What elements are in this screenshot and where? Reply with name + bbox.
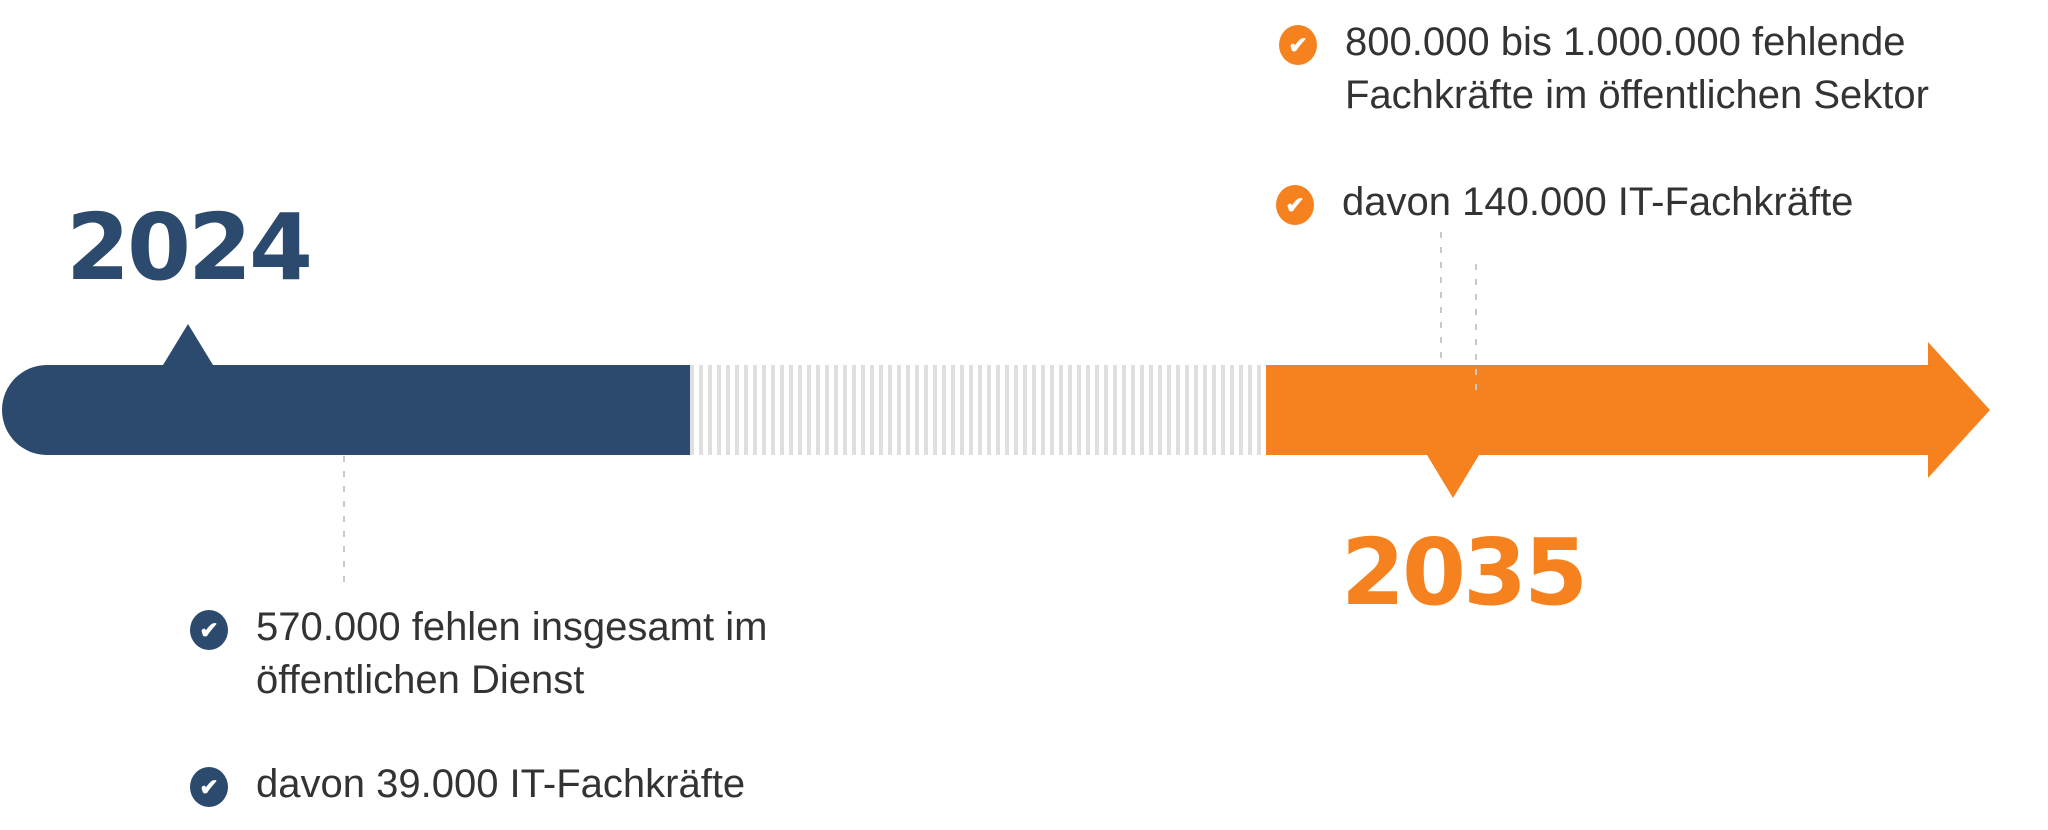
list-item: ✔ davon 140.000 IT-Fachkräfte [1276, 176, 1853, 229]
check-glyph: ✔ [199, 616, 219, 643]
annotation-text-service-gap: 570.000 fehlen insgesamt im öffentlichen… [256, 605, 768, 702]
annotation-text-it-gap-2035: davon 140.000 IT-Fachkräfte [1342, 180, 1854, 224]
timeline-segment-2024 [2, 365, 690, 455]
list-item: ✔ davon 39.000 IT-Fachkräfte [190, 758, 745, 811]
check-icon: ✔ [190, 767, 228, 807]
year-label-2035: 2035 [1341, 519, 1588, 626]
check-glyph: ✔ [1285, 191, 1305, 218]
annotation-text-sector-gap: 800.000 bis 1.000.000 fehlende Fachkräft… [1345, 20, 1929, 117]
connector-dashed-line-2035-b [1475, 264, 1477, 394]
check-icon: ✔ [1276, 185, 1314, 225]
connector-dashed-line-2024 [343, 456, 345, 584]
check-glyph: ✔ [1288, 31, 1308, 58]
annotation-text-it-gap-2024: davon 39.000 IT-Fachkräfte [256, 762, 746, 806]
timeline-segment-transition [690, 365, 1266, 455]
list-item: ✔ 800.000 bis 1.000.000 fehlende Fachkrä… [1279, 16, 1965, 122]
timeline-arrowhead-icon [1928, 342, 1990, 478]
check-icon: ✔ [1279, 25, 1317, 65]
marker-2024-triangle [163, 324, 213, 365]
year-label-2024: 2024 [66, 194, 313, 301]
list-item: ✔ 570.000 fehlen insgesamt im öffentlich… [190, 601, 816, 707]
marker-2035-triangle [1427, 455, 1479, 498]
check-icon: ✔ [190, 610, 228, 650]
connector-dashed-line-2035-a [1440, 232, 1442, 358]
check-glyph: ✔ [199, 773, 219, 800]
timeline-segment-2035 [1266, 365, 1932, 455]
